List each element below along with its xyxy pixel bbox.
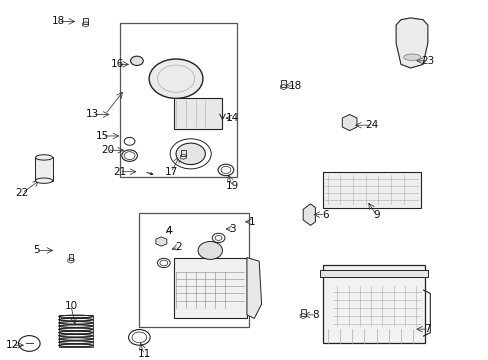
Circle shape xyxy=(198,242,222,260)
Text: 11: 11 xyxy=(137,349,151,359)
Circle shape xyxy=(176,143,205,165)
FancyBboxPatch shape xyxy=(322,172,420,207)
Ellipse shape xyxy=(35,155,52,160)
Text: 14: 14 xyxy=(225,113,239,123)
Text: 3: 3 xyxy=(228,224,235,234)
Text: 18: 18 xyxy=(52,17,65,27)
Text: 21: 21 xyxy=(113,167,126,177)
Text: 13: 13 xyxy=(86,109,100,120)
Text: 4: 4 xyxy=(165,226,172,236)
Text: 12: 12 xyxy=(5,340,19,350)
Text: 24: 24 xyxy=(364,120,378,130)
Text: 23: 23 xyxy=(420,56,434,66)
FancyArrowPatch shape xyxy=(146,172,152,175)
Circle shape xyxy=(130,56,143,66)
Text: 16: 16 xyxy=(110,59,124,69)
FancyBboxPatch shape xyxy=(173,258,246,318)
Text: 8: 8 xyxy=(311,310,318,320)
FancyBboxPatch shape xyxy=(322,265,425,343)
Text: 15: 15 xyxy=(96,131,109,141)
Text: 19: 19 xyxy=(225,181,239,191)
Ellipse shape xyxy=(403,54,420,60)
Bar xyxy=(181,150,185,156)
Polygon shape xyxy=(342,114,356,131)
Text: 6: 6 xyxy=(321,210,328,220)
Text: 20: 20 xyxy=(101,145,114,155)
Text: 9: 9 xyxy=(372,210,379,220)
Text: 7: 7 xyxy=(424,324,430,334)
Text: 2: 2 xyxy=(175,242,182,252)
FancyBboxPatch shape xyxy=(320,270,427,277)
FancyBboxPatch shape xyxy=(35,157,53,181)
Bar xyxy=(300,309,305,316)
FancyBboxPatch shape xyxy=(173,98,222,129)
Polygon shape xyxy=(246,258,261,318)
Bar xyxy=(68,254,73,260)
Text: 5: 5 xyxy=(33,246,40,256)
Text: 1: 1 xyxy=(248,217,255,227)
Text: 18: 18 xyxy=(288,81,302,91)
Bar xyxy=(59,315,93,347)
Text: 22: 22 xyxy=(15,188,29,198)
Circle shape xyxy=(149,59,203,98)
Text: 17: 17 xyxy=(164,167,178,177)
Polygon shape xyxy=(395,18,427,68)
Polygon shape xyxy=(303,204,315,225)
Text: 10: 10 xyxy=(64,301,77,311)
Bar xyxy=(281,80,285,87)
Ellipse shape xyxy=(35,178,52,183)
Bar xyxy=(83,18,88,24)
